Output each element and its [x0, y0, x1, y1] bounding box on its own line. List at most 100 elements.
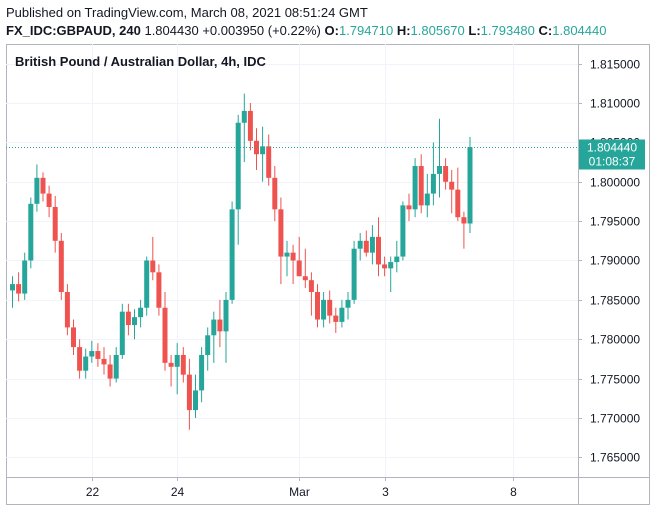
y-tick-label: 1.815000: [590, 58, 640, 72]
candle-body: [119, 311, 125, 355]
candle-body: [46, 193, 52, 207]
candle-body: [77, 347, 83, 371]
low-value: 1.793480: [480, 23, 535, 38]
candle-body: [394, 256, 400, 263]
symbol-label: FX_IDC:GBPAUD, 240: [6, 23, 141, 38]
candle-body: [205, 335, 211, 355]
candle-body: [168, 362, 174, 367]
y-tick-label: 1.780000: [590, 333, 640, 347]
x-tick-label: 8: [510, 485, 517, 499]
last-price: 1.804430: [144, 23, 199, 38]
candle-body: [302, 276, 308, 281]
candle-body: [388, 262, 394, 269]
candle-body: [71, 327, 76, 348]
candle-body: [241, 110, 247, 123]
candle-body: [357, 240, 363, 249]
x-tick-label: 24: [171, 485, 185, 499]
x-tick-label: 3: [382, 485, 389, 499]
y-tick-label: 1.790000: [590, 254, 640, 268]
candle-body: [430, 173, 436, 194]
candle-body: [339, 307, 345, 322]
price-change: +0.003950 (+0.22%): [202, 23, 321, 38]
y-tick-label: 1.800000: [590, 176, 640, 190]
candle-body: [223, 299, 229, 332]
candle-body: [424, 193, 430, 206]
candle-body: [199, 354, 205, 391]
price-axis: 1.8150001.8100001.8050001.8000001.795000…: [578, 58, 640, 465]
candle-body: [315, 291, 320, 320]
candle-body: [266, 146, 272, 178]
y-tick-label: 1.770000: [590, 412, 640, 426]
candle-body: [296, 260, 302, 277]
candle-body: [290, 252, 296, 261]
candle-body: [180, 354, 186, 375]
candle-body: [260, 146, 266, 155]
y-tick-label: 1.795000: [590, 215, 640, 229]
candle-body: [211, 319, 217, 336]
candle-body: [278, 209, 284, 257]
candle-body: [437, 166, 442, 174]
candle-body: [217, 319, 223, 332]
candle-body: [193, 390, 198, 411]
candle-body: [40, 177, 46, 194]
candle-body: [382, 264, 388, 269]
published-caption: Published on TradingView.com, March 08, …: [6, 5, 368, 20]
candle-body: [150, 260, 156, 273]
candle-body: [333, 315, 339, 322]
candle-body: [162, 307, 168, 363]
candle-body: [107, 364, 113, 379]
candle-body: [58, 240, 64, 292]
x-tick-label: Mar: [289, 485, 310, 499]
candle-body: [34, 177, 40, 204]
chart-title: British Pound / Australian Dollar, 4h, I…: [15, 54, 266, 69]
candle-body: [455, 189, 461, 218]
candle-body: [89, 351, 95, 357]
high-label: H:: [396, 23, 411, 38]
y-tick-label: 1.810000: [590, 97, 640, 111]
candle-body: [254, 140, 259, 155]
candle-body: [83, 356, 89, 371]
candle-body: [467, 147, 473, 224]
candle-body: [376, 236, 381, 265]
high-value: 1.805670: [410, 23, 465, 38]
candle-body: [363, 240, 369, 253]
low-label: L:: [468, 23, 481, 38]
symbol-ohlc-line: FX_IDC:GBPAUD, 240 1.804430 +0.003950 (+…: [6, 23, 606, 38]
y-tick-label: 1.765000: [590, 451, 640, 465]
close-label: C:: [538, 23, 553, 38]
candle-body: [95, 351, 101, 359]
candle-body: [308, 280, 314, 292]
candle-body: [229, 209, 235, 300]
candle-body: [52, 206, 58, 241]
candle-body: [406, 205, 412, 210]
candle-body: [174, 354, 180, 367]
candle-body: [10, 284, 15, 291]
x-tick-label: 22: [86, 485, 100, 499]
candle-body: [113, 354, 119, 379]
candle-body: [144, 260, 150, 308]
candle-body: [247, 110, 253, 141]
candle-body: [28, 203, 34, 261]
candle-body: [351, 248, 357, 300]
candle-body: [449, 181, 455, 190]
candle-body: [418, 166, 424, 206]
price-tag-value: 1.804440: [587, 141, 637, 155]
price-tag: 1.804440 01:08:37: [579, 139, 645, 170]
candle-body: [284, 252, 290, 257]
price-tag-bg: [579, 139, 645, 170]
candle-body: [138, 307, 144, 318]
price-tag-countdown: 01:08:37: [589, 155, 636, 169]
candle-body: [186, 374, 192, 411]
candle-body: [235, 122, 241, 210]
open-label: O:: [324, 23, 339, 38]
candle-body: [327, 299, 333, 316]
candle-body: [22, 260, 28, 294]
candle-body: [345, 299, 351, 308]
candle-body: [400, 205, 406, 257]
candle-body: [461, 217, 467, 224]
chart-header: Published on TradingView.com, March 08, …: [0, 0, 656, 44]
candle-body: [16, 284, 22, 294]
candle-body: [156, 272, 162, 308]
candle-body: [321, 299, 327, 320]
